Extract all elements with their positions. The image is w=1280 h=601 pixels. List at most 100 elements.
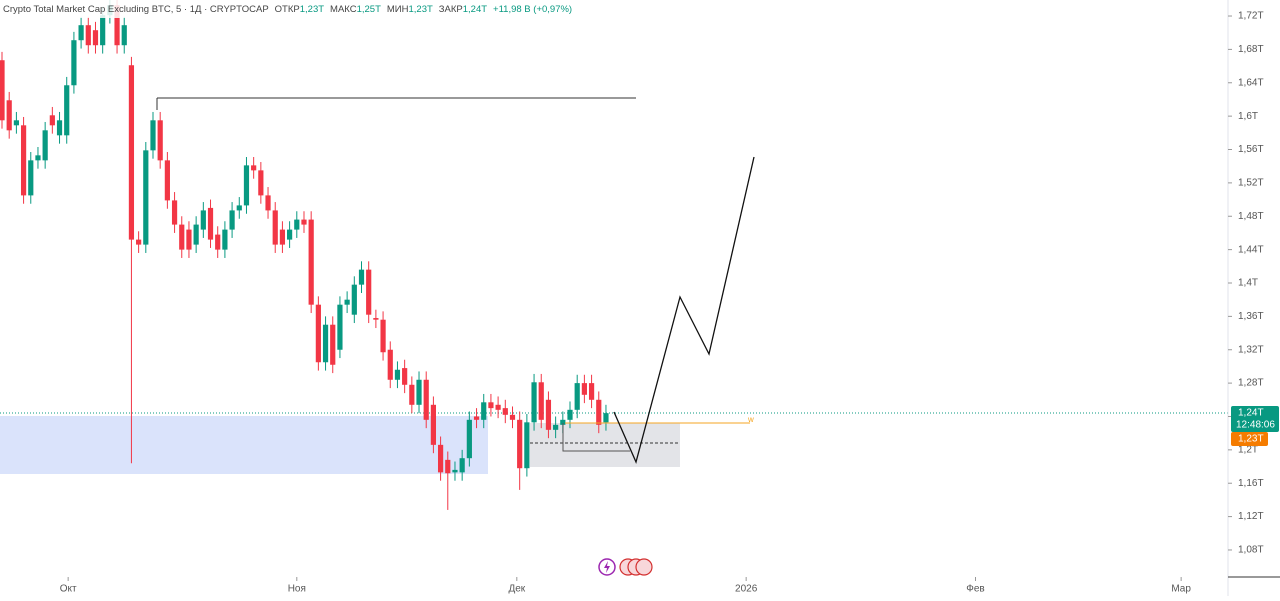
candle-body	[351, 284, 357, 315]
candle-body	[28, 160, 34, 196]
last-price: 1,24T	[1238, 408, 1264, 419]
candle-body	[416, 379, 422, 405]
x-tick-label: Ноя	[288, 584, 306, 595]
x-tick-label: 2026	[735, 584, 758, 595]
y-tick-label: 1,48T	[1238, 211, 1264, 222]
candle-body	[315, 304, 321, 363]
candle-body	[186, 229, 192, 250]
legend: Crypto Total Market Cap Excluding BTC, 5…	[3, 4, 572, 15]
legend-field: МИН	[387, 4, 409, 15]
candle-body	[85, 25, 91, 46]
candle-body	[114, 5, 120, 46]
candle-body	[366, 269, 372, 315]
candle-body	[394, 369, 401, 380]
candle-body	[445, 459, 451, 474]
y-tick-label: 1,28T	[1238, 378, 1264, 389]
candle-body	[373, 318, 379, 320]
candle-body	[92, 30, 99, 46]
y-tick-label: 1,68T	[1238, 44, 1264, 55]
candle-body	[517, 419, 523, 469]
candle-body	[452, 469, 458, 473]
countdown: 12:48:06	[1236, 420, 1275, 431]
legend-value: 1,24T	[463, 4, 487, 15]
event-bolt	[604, 561, 610, 573]
legend-value: 1,23T	[300, 4, 324, 15]
candle-body	[531, 382, 537, 423]
candle-body	[524, 422, 530, 469]
candle-body	[6, 100, 12, 131]
candle-body	[430, 404, 437, 445]
y-tick-label: 1,56T	[1238, 144, 1264, 155]
candle-body	[78, 25, 84, 41]
candle-body	[56, 120, 63, 136]
candle-body	[481, 402, 487, 420]
candle-body	[380, 319, 386, 353]
candle-body	[459, 458, 465, 473]
y-tick-label: 1,08T	[1238, 545, 1264, 556]
candle-body	[560, 419, 566, 425]
legend-field: МАКС	[330, 4, 357, 15]
candle-body	[100, 15, 106, 46]
candle-body	[588, 383, 595, 400]
candle-body	[567, 409, 573, 420]
candle-body	[294, 219, 300, 230]
y-tick-label: 1,4T	[1238, 278, 1258, 289]
candle-body	[553, 424, 559, 430]
candle-body	[330, 324, 336, 365]
candle-body	[308, 219, 314, 305]
flag-icon[interactable]	[635, 558, 653, 576]
candle-body	[215, 234, 221, 250]
legend-bg	[0, 0, 570, 18]
candle-body	[509, 414, 516, 420]
candle-body	[207, 207, 214, 240]
legend-change: +11,98 B (+0,97%)	[493, 4, 572, 15]
candle-body	[358, 269, 365, 285]
candle-body	[243, 165, 250, 206]
x-tick-label: Окт	[60, 584, 77, 595]
candle-body	[409, 384, 415, 405]
candle-body	[322, 324, 329, 363]
candle-body	[71, 40, 77, 86]
legend-title: Crypto Total Market Cap Excluding BTC, 5…	[3, 4, 269, 15]
y-tick-label: 1,44T	[1238, 244, 1264, 255]
candle-body	[222, 229, 228, 250]
legend-field: ЗАКР	[439, 4, 463, 15]
x-tick-label: Мар	[1171, 584, 1191, 595]
x-tick-label: Фев	[966, 584, 984, 595]
candle-body	[423, 379, 429, 420]
candle-body	[272, 210, 278, 245]
demand-zone	[0, 416, 488, 474]
last-price-tag	[1231, 406, 1279, 432]
candle-body	[473, 416, 480, 420]
candle-body	[200, 210, 206, 230]
candle-body	[128, 65, 135, 240]
legend-value: 1,25T	[357, 4, 381, 15]
candle-body	[301, 219, 307, 225]
candle-body	[35, 155, 41, 161]
y-tick-label: 1,52T	[1238, 178, 1264, 189]
y-tick-label: 1,2T	[1238, 444, 1258, 455]
candle-body	[258, 170, 264, 196]
candle-body	[193, 224, 199, 245]
candle-body	[402, 368, 408, 385]
candle-body	[574, 383, 580, 410]
candle-body	[164, 160, 170, 201]
candle-body	[287, 229, 293, 240]
candle-body	[251, 165, 257, 171]
candle-body	[13, 120, 19, 126]
candle-body	[20, 125, 27, 196]
candle-body	[495, 404, 501, 410]
legend-field: ОТКР	[275, 4, 300, 15]
candle-body	[171, 200, 178, 225]
y-tick-label: 1,72T	[1238, 11, 1264, 22]
y-tick-label: 1,32T	[1238, 344, 1264, 355]
candle-body	[236, 205, 242, 211]
drawing-label: w	[747, 415, 754, 424]
candle-body	[603, 413, 609, 423]
candle-body	[121, 25, 127, 46]
y-tick-label: 1,6T	[1238, 111, 1258, 122]
candle-body	[157, 120, 163, 161]
candle-body	[387, 349, 393, 380]
x-tick-label: Дек	[508, 584, 525, 595]
